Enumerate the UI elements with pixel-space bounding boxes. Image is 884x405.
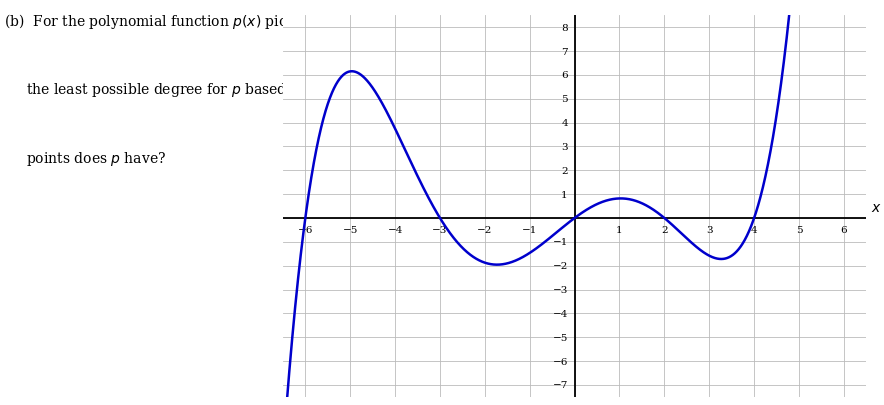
Text: −7: −7	[552, 381, 568, 390]
Text: 3: 3	[706, 225, 713, 234]
Text: 6: 6	[561, 71, 568, 80]
Text: 5: 5	[561, 95, 568, 104]
Text: 8: 8	[561, 23, 568, 32]
Text: −3: −3	[552, 286, 568, 294]
Text: −5: −5	[342, 225, 358, 234]
Text: −5: −5	[552, 333, 568, 342]
Text: 4: 4	[561, 119, 568, 128]
Text: (b)  For the polynomial function $p(x)$ pictured below, identify the zeros and d: (b) For the polynomial function $p(x)$ p…	[4, 12, 611, 31]
Text: −6: −6	[298, 225, 313, 234]
Text: 3: 3	[561, 143, 568, 151]
Text: −6: −6	[552, 357, 568, 366]
Text: the least possible degree for $p$ based on the pictured behavior.  How many turn: the least possible degree for $p$ based …	[4, 81, 611, 99]
Text: −4: −4	[552, 309, 568, 318]
Text: $x$: $x$	[871, 200, 881, 214]
Text: points does $p$ have?: points does $p$ have?	[4, 150, 166, 168]
Text: 4: 4	[751, 225, 758, 234]
Text: −4: −4	[387, 225, 403, 234]
Text: 2: 2	[661, 225, 667, 234]
Text: 2: 2	[561, 166, 568, 175]
Text: 1: 1	[616, 225, 623, 234]
Text: 1: 1	[561, 190, 568, 199]
Text: −2: −2	[552, 262, 568, 271]
Text: −3: −3	[432, 225, 447, 234]
Text: −1: −1	[552, 238, 568, 247]
Text: 6: 6	[841, 225, 847, 234]
Text: −2: −2	[477, 225, 492, 234]
Text: −1: −1	[522, 225, 537, 234]
Text: 5: 5	[796, 225, 803, 234]
Text: 7: 7	[561, 47, 568, 56]
